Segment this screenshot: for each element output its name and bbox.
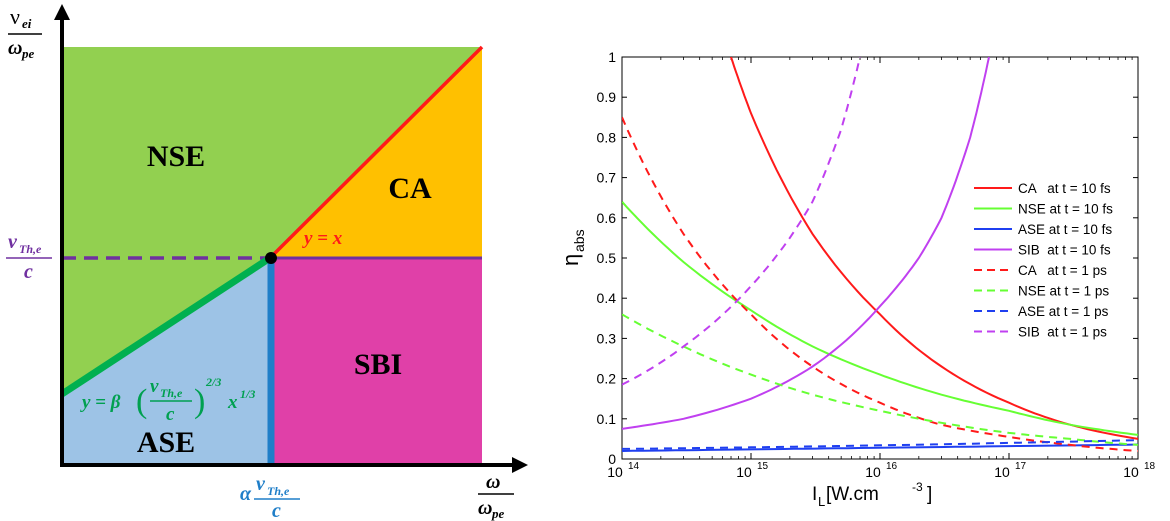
ase-formula-lhs: y = β [80, 392, 121, 413]
y-tick-label: 0.3 [597, 330, 617, 346]
vth-x-tick-sub: Th,e [267, 484, 290, 498]
triple-point-dot [265, 252, 277, 264]
legend-entry: CA at t = 10 fs [1018, 181, 1111, 196]
y-axis-label-den-sub: pe [21, 46, 35, 61]
ca-region-label: CA [388, 172, 432, 205]
plot-y-label-main: η [558, 254, 583, 266]
series-line-4 [622, 116, 1138, 452]
legend-entry: CA at t = 1 ps [1018, 263, 1107, 278]
plot-ticks: 0 0.1 0.2 0.3 0.4 0.5 0.6 0.7 0.8 0.9 1 10 14 10 15 10 1… [597, 49, 1156, 480]
ase-region [62, 258, 270, 465]
y-axis-label-num: ν [10, 4, 20, 29]
x-axis-label-num: ω [486, 471, 500, 493]
x-tick-label: 10 [865, 464, 881, 480]
y-tick-label: 1 [608, 49, 616, 65]
legend-box [968, 176, 1132, 344]
vth-x-tick-den: c [272, 500, 281, 521]
sbi-region [270, 258, 482, 465]
x-tick-label: 10 [994, 464, 1010, 480]
vth-y-tick-label: v Th,e c [6, 231, 52, 283]
series-line-6 [622, 439, 1138, 450]
x-axis-label-den: ω [478, 497, 492, 519]
absorption-plot: 0 0.1 0.2 0.3 0.4 0.5 0.6 0.7 0.8 0.9 1 10 14 10 15 10 1… [558, 49, 1156, 509]
y-tick-label: 0.2 [597, 371, 617, 387]
legend-entry: SIB at t = 10 fs [1018, 243, 1111, 258]
series-line-5 [622, 313, 1138, 446]
x-tick-label-exp: 17 [1015, 461, 1027, 472]
x-tick-label-exp: 16 [886, 461, 898, 472]
plot-legend: CA at t = 10 fs NSE at t = 10 fs ASE at t … [968, 176, 1132, 344]
y-tick-label: 0 [608, 451, 616, 467]
plot-x-label-close: ] [927, 484, 932, 505]
ase-formula-open-paren: ( [136, 383, 147, 420]
legend-entry: NSE at t = 1 ps [1018, 284, 1109, 299]
y-tick-label: 0.6 [597, 210, 617, 226]
ase-nse-boundary-line [60, 255, 272, 397]
y-axis-label-den: ω [8, 37, 22, 59]
y-tick-label: 0.1 [597, 411, 617, 427]
x-axis-label: ω ω pe [478, 471, 514, 521]
vth-x-tick-num: v [256, 473, 266, 495]
vth-y-tick-sub: Th,e [19, 242, 42, 256]
x-tick-label: 10 [736, 464, 752, 480]
vth-x-tick-label: α v Th,e c [240, 473, 300, 521]
series-line-3 [622, 57, 990, 430]
ca-boundary-line [268, 45, 484, 260]
x-tick-label-exp: 14 [628, 461, 640, 472]
series-line-2 [622, 443, 1138, 452]
y-tick-label: 0.5 [597, 250, 617, 266]
y-tick-label: 0.8 [597, 129, 617, 145]
y-axis-label: ν ei ω pe [8, 4, 42, 61]
legend-entry: ASE at t = 1 ps [1018, 304, 1109, 319]
plot-y-label: η abs [558, 229, 587, 266]
x-tick-label-exp: 18 [1144, 461, 1156, 472]
ase-formula-exp1: 2/3 [205, 375, 221, 389]
ase-region-label: ASE [137, 426, 195, 459]
plot-x-label-unit: [W.cm [826, 484, 879, 505]
ase-formula-num-sub: Th,e [160, 386, 183, 400]
y-axis-label-num-sub: ei [22, 16, 32, 31]
ase-formula-den: c [166, 404, 175, 425]
vth-x-tick-prefix: α [240, 483, 252, 505]
ase-formula-x: x [227, 392, 238, 413]
legend-entry: ASE at t = 10 fs [1018, 222, 1112, 237]
x-axis-arrow [512, 457, 528, 473]
nse-region-label: NSE [147, 140, 205, 173]
y-axis-arrow [54, 4, 70, 20]
legend-entry: NSE at t = 10 fs [1018, 202, 1113, 217]
x-tick-label: 10 [607, 464, 623, 480]
series-line-7 [622, 57, 861, 386]
plot-x-label-exp: -3 [912, 480, 923, 494]
y-tick-label: 0.7 [597, 170, 617, 186]
regime-diagram: NSE CA ASE SBI y = x y = β ( v Th,e c ) … [6, 4, 528, 521]
sbi-region-label: SBI [354, 348, 402, 381]
legend-entry: SIB at t = 1 ps [1018, 325, 1107, 340]
x-axis-label-den-sub: pe [491, 506, 505, 521]
plot-x-label-main: I [812, 484, 817, 505]
vth-y-tick-num: v [8, 231, 18, 253]
ase-formula-exp2: 1/3 [240, 387, 255, 401]
y-tick-label: 0.4 [597, 290, 617, 306]
nse-region [62, 47, 482, 394]
plot-y-label-sub: abs [571, 229, 587, 252]
plot-x-label-sub: L [818, 494, 825, 509]
y-tick-label: 0.9 [597, 89, 617, 105]
vth-y-tick-den: c [24, 261, 33, 283]
ase-formula: y = β ( v Th,e c ) 2/3 x 1/3 [80, 375, 255, 425]
plot-series [622, 57, 1138, 452]
x-tick-label: 10 [1123, 464, 1139, 480]
plot-x-label: I L [W.cm -3 ] [812, 480, 932, 509]
ase-formula-num: v [150, 376, 159, 397]
x-tick-label-exp: 15 [757, 461, 769, 472]
ase-formula-close-paren: ) [194, 383, 205, 420]
ca-line-label: y = x [302, 228, 343, 249]
series-line-1 [622, 201, 1138, 436]
